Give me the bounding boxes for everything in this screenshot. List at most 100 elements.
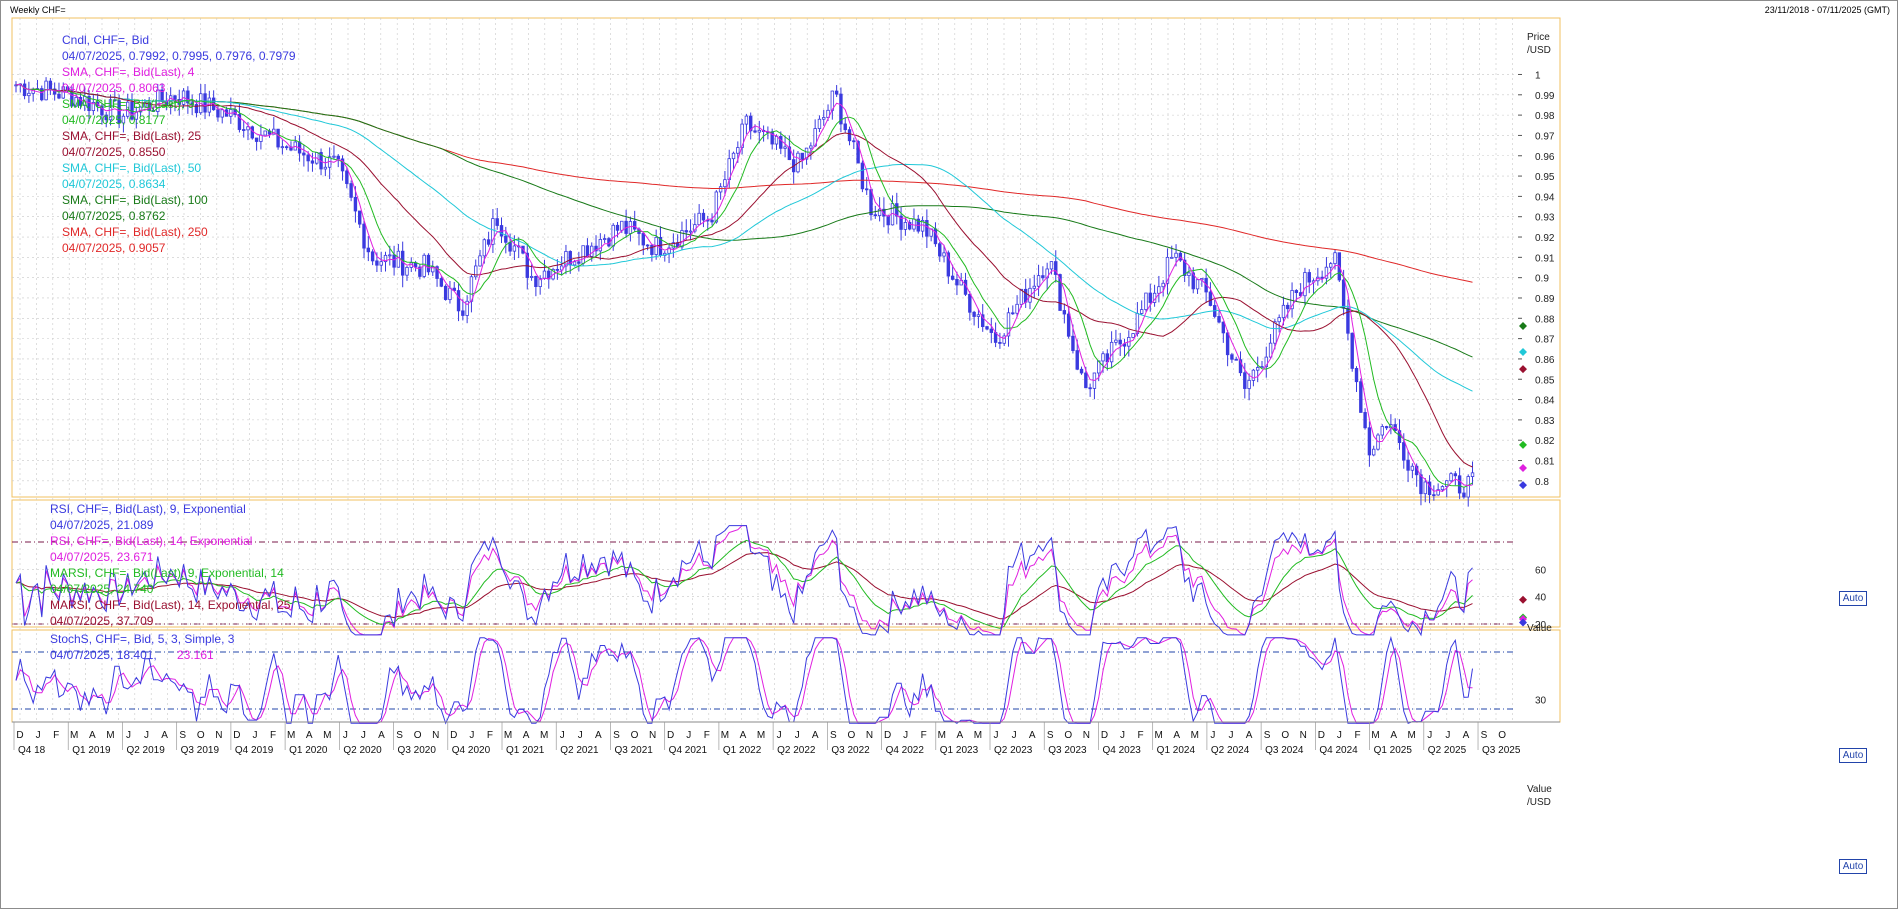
candle-body bbox=[710, 219, 714, 223]
candle-body bbox=[585, 245, 590, 257]
rsi-auto-button[interactable]: Auto bbox=[1839, 748, 1867, 763]
x-month-label: A bbox=[1246, 730, 1253, 741]
candle-body bbox=[1363, 412, 1367, 429]
candle-body bbox=[1101, 353, 1105, 362]
last-value-marker bbox=[1519, 365, 1527, 374]
last-value-marker bbox=[1519, 464, 1527, 473]
x-quarter-label: Q3 2023 bbox=[1048, 745, 1087, 756]
candle-body bbox=[912, 218, 916, 230]
candle-body bbox=[388, 254, 392, 257]
candle-body bbox=[1294, 290, 1299, 293]
x-month-label: J bbox=[469, 730, 474, 741]
candle-body bbox=[1432, 494, 1436, 497]
rsi-last-marker bbox=[1519, 618, 1527, 627]
x-month-label: D bbox=[667, 730, 674, 741]
x-quarter-label: Q1 2021 bbox=[506, 745, 545, 756]
sma-50-line bbox=[15, 83, 1473, 392]
candle-body bbox=[1165, 256, 1170, 284]
candle-body bbox=[40, 88, 44, 101]
x-quarter-label: Q2 2021 bbox=[560, 745, 599, 756]
rsi-last-marker bbox=[1519, 595, 1527, 604]
x-month-label: M bbox=[974, 730, 982, 741]
candle-body bbox=[856, 141, 860, 164]
candle-body bbox=[907, 222, 912, 230]
y-tick-label: 0.82 bbox=[1535, 436, 1555, 447]
candle-body bbox=[779, 136, 783, 149]
candle-body bbox=[1041, 275, 1045, 279]
candle-body bbox=[955, 278, 959, 286]
candle-body bbox=[1036, 275, 1041, 287]
candle-body bbox=[834, 90, 839, 95]
candle-body bbox=[736, 147, 740, 154]
candle-body bbox=[839, 93, 843, 125]
candle-body bbox=[1019, 288, 1024, 305]
x-month-label: A bbox=[306, 730, 313, 741]
candle-body bbox=[1436, 489, 1440, 496]
y-tick-label: 1 bbox=[1535, 70, 1541, 81]
candle-body bbox=[1075, 350, 1079, 370]
candle-body bbox=[1032, 285, 1036, 289]
candle-body bbox=[1161, 282, 1165, 288]
candle-body bbox=[714, 191, 719, 223]
candle-body bbox=[1255, 367, 1260, 371]
candle-body bbox=[1367, 427, 1372, 456]
candle-body bbox=[375, 260, 379, 266]
candle-body bbox=[246, 126, 250, 131]
stoch-auto-button[interactable]: Auto bbox=[1839, 859, 1867, 874]
candle-body bbox=[474, 265, 478, 278]
candle-body bbox=[688, 230, 693, 233]
x-quarter-label: Q3 2021 bbox=[614, 745, 653, 756]
x-month-label: J bbox=[578, 730, 583, 741]
x-month-label: A bbox=[89, 730, 96, 741]
candle-body bbox=[1002, 335, 1006, 344]
x-month-label: D bbox=[1318, 730, 1325, 741]
x-month-label: N bbox=[432, 730, 439, 741]
candle-body bbox=[1079, 368, 1084, 374]
rsi-y-tick: 40 bbox=[1535, 593, 1547, 604]
price-auto-button[interactable]: Auto bbox=[1839, 591, 1867, 606]
candle-body bbox=[1371, 448, 1376, 456]
x-month-label: J bbox=[903, 730, 908, 741]
y-tick-label: 0.94 bbox=[1535, 192, 1555, 203]
candle-body bbox=[332, 155, 336, 158]
last-value-marker bbox=[1519, 322, 1527, 331]
candle-body bbox=[1440, 486, 1445, 491]
candle-body bbox=[684, 230, 688, 233]
candle-body bbox=[1243, 372, 1247, 389]
candle-body bbox=[486, 239, 491, 245]
candle-body bbox=[306, 154, 310, 162]
x-quarter-label: Q4 2021 bbox=[669, 745, 708, 756]
candle-body bbox=[1402, 442, 1406, 461]
x-month-label: F bbox=[1354, 730, 1360, 741]
candle-body bbox=[242, 129, 246, 131]
candle-body bbox=[723, 179, 727, 188]
candle-body bbox=[1084, 372, 1088, 389]
candle-body bbox=[1118, 339, 1122, 345]
candle-body bbox=[237, 114, 242, 130]
candle-body bbox=[976, 314, 981, 317]
candle-body bbox=[1217, 316, 1221, 323]
stoch-axis-title: Value bbox=[1527, 784, 1552, 795]
legend-value: 04/07/2025, 0.8177 bbox=[62, 113, 166, 127]
candle-body bbox=[783, 146, 787, 149]
candle-body bbox=[559, 265, 564, 271]
legend-value: 04/07/2025, 0.9057 bbox=[62, 241, 166, 255]
x-month-label: M bbox=[938, 730, 946, 741]
x-month-label: M bbox=[1191, 730, 1199, 741]
y-tick-label: 0.84 bbox=[1535, 396, 1555, 407]
x-quarter-label: Q1 2020 bbox=[289, 745, 328, 756]
x-month-label: M bbox=[106, 730, 114, 741]
candle-body bbox=[942, 252, 946, 257]
candle-body bbox=[1384, 426, 1389, 429]
x-month-label: J bbox=[686, 730, 691, 741]
x-month-label: N bbox=[866, 730, 873, 741]
candle-body bbox=[349, 183, 353, 198]
candle-body bbox=[843, 123, 847, 131]
x-month-label: O bbox=[1498, 730, 1506, 741]
rsi-y-tick: 20 bbox=[1535, 620, 1547, 631]
candle-body bbox=[254, 137, 259, 142]
x-month-label: S bbox=[1481, 730, 1488, 741]
x-month-label: N bbox=[649, 730, 656, 741]
